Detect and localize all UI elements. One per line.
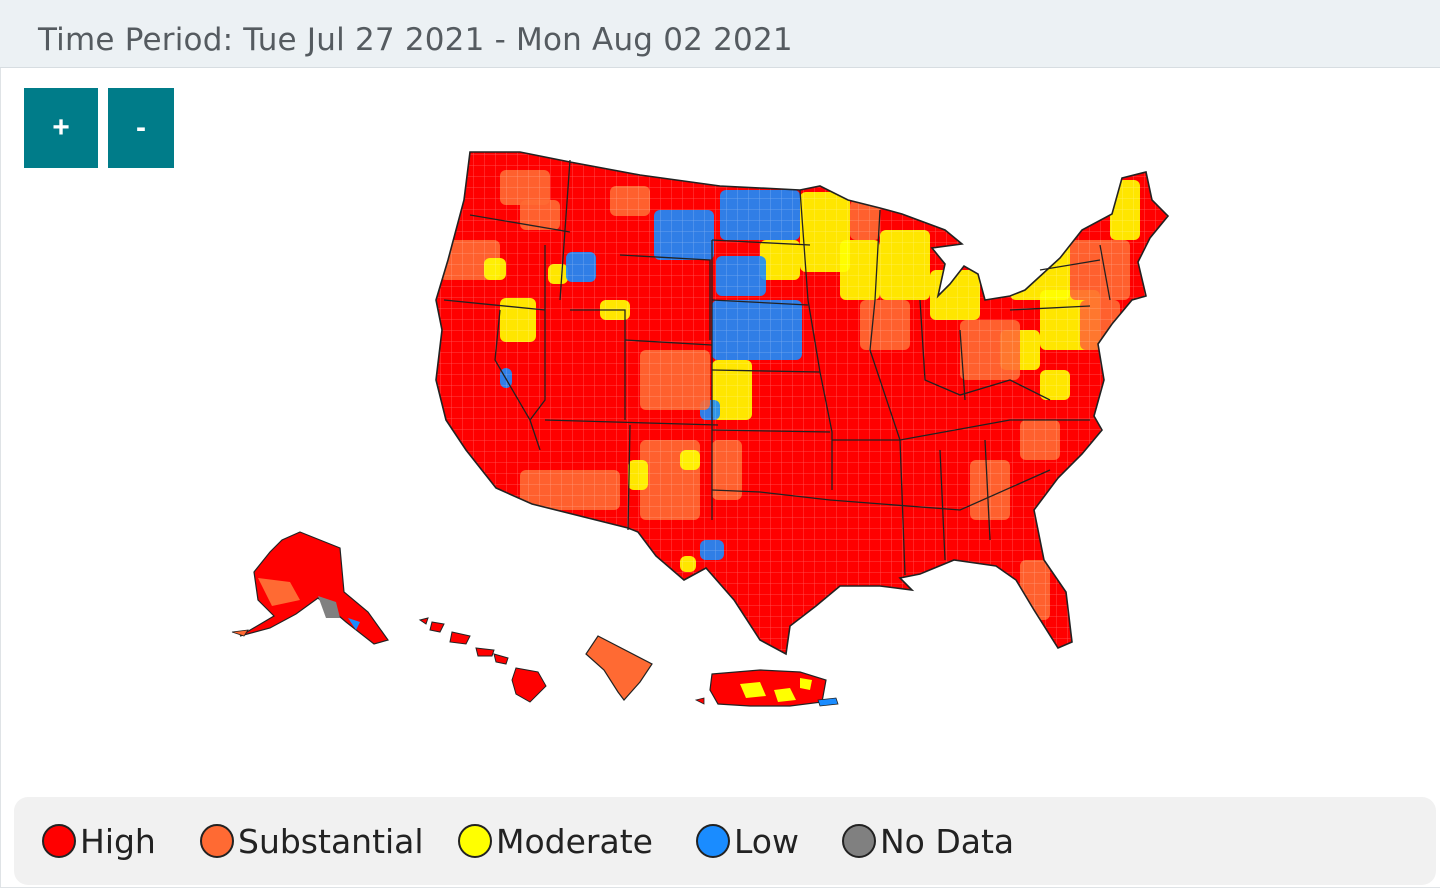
legend-item-substantial[interactable]: Substantial — [200, 821, 424, 861]
puerto-rico — [694, 669, 839, 707]
time-period-label: Time Period: Tue Jul 27 2021 - Mon Aug 0… — [38, 22, 793, 58]
legend-label-low: Low — [734, 821, 799, 861]
hawaii — [418, 617, 547, 703]
moderate-swatch-icon — [458, 824, 492, 858]
legend-label-moderate: Moderate — [496, 821, 653, 861]
alaska — [231, 531, 389, 645]
legend-label-high: High — [80, 821, 156, 861]
substantial-swatch-icon — [200, 824, 234, 858]
legend-label-no-data: No Data — [880, 821, 1015, 861]
legend-label-substantial: Substantial — [238, 821, 424, 861]
legend-item-high[interactable]: High — [42, 821, 156, 861]
contiguous-us — [436, 152, 1168, 654]
zoom-out-button[interactable]: - — [108, 88, 174, 168]
high-swatch-icon — [42, 824, 76, 858]
legend-item-no-data[interactable]: No Data — [842, 821, 1014, 861]
legend-item-moderate[interactable]: Moderate — [458, 821, 653, 861]
zoom-in-button[interactable]: + — [24, 88, 98, 168]
guam — [585, 635, 653, 701]
map-legend: High Substantial Moderate Low No Data — [14, 797, 1436, 885]
us-county-map[interactable] — [0, 140, 1444, 720]
low-swatch-icon — [696, 824, 730, 858]
legend-item-low[interactable]: Low — [696, 821, 799, 861]
no-data-swatch-icon — [842, 824, 876, 858]
state-borders — [443, 159, 1111, 576]
contiguous-us-outline — [435, 151, 1170, 656]
header-bar: Time Period: Tue Jul 27 2021 - Mon Aug 0… — [0, 0, 1440, 68]
